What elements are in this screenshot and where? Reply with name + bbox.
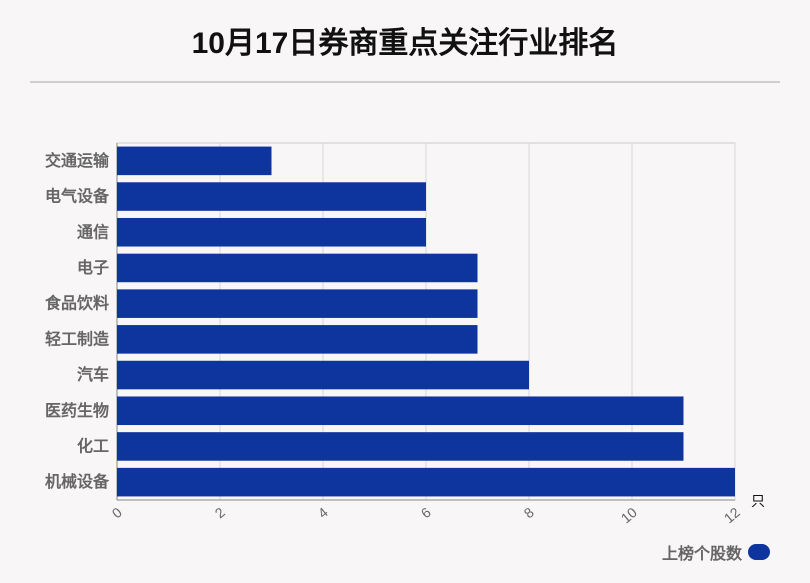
x-tick-label: 0 — [109, 504, 125, 521]
x-tick-label: 4 — [315, 504, 331, 521]
bar — [117, 360, 529, 390]
bar — [117, 217, 426, 247]
y-category-label: 化工 — [77, 436, 109, 455]
bar — [117, 146, 272, 176]
chart-title: 10月17日券商重点关注行业排名 — [191, 27, 619, 60]
y-category-label: 电子 — [77, 258, 109, 277]
y-category-label: 医药生物 — [45, 401, 109, 420]
y-category-label: 汽车 — [77, 365, 109, 384]
bar — [117, 432, 684, 461]
legend-label: 上榜个股数 — [661, 546, 742, 563]
y-category-label: 轻工制造 — [45, 329, 110, 348]
bar — [117, 467, 735, 497]
y-category-label: 食品饮料 — [44, 294, 109, 313]
x-tick-label: 12 — [721, 504, 743, 526]
title-divider — [30, 81, 780, 83]
y-category-label: 通信 — [77, 222, 109, 241]
y-category-label: 交通运输 — [45, 151, 110, 170]
x-tick-label: 6 — [418, 504, 434, 521]
x-axis-unit: 只 — [751, 493, 765, 509]
bar — [117, 396, 684, 426]
bar — [117, 253, 478, 283]
y-category-label: 机械设备 — [45, 472, 110, 491]
x-tick-label: 8 — [521, 504, 537, 521]
x-tick-label: 10 — [618, 504, 640, 526]
legend[interactable]: 上榜个股数 — [662, 540, 770, 564]
y-category-label: 电气设备 — [45, 187, 110, 206]
bar — [117, 182, 426, 211]
bar — [117, 325, 478, 354]
legend-swatch — [748, 544, 770, 560]
bar — [117, 289, 478, 318]
x-tick-label: 2 — [212, 504, 228, 521]
